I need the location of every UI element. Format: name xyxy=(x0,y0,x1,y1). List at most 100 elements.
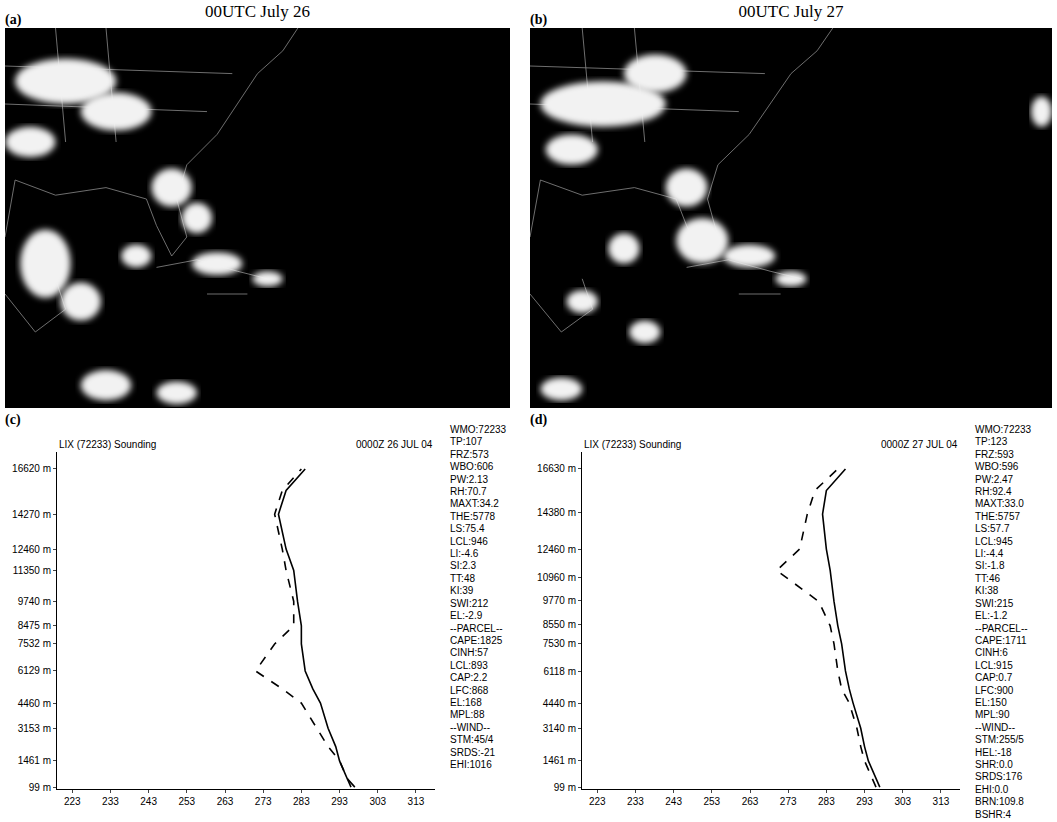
svg-text:8550 m: 8550 m xyxy=(543,619,576,630)
svg-text:253: 253 xyxy=(703,796,720,807)
html-text:WBO:606: WBO:606 xyxy=(450,461,494,473)
html-text:WBO:596: WBO:596 xyxy=(975,461,1019,473)
svg-text:14380 m: 14380 m xyxy=(537,507,576,518)
svg-text:253: 253 xyxy=(178,796,195,807)
html-text:(b): (b) xyxy=(530,12,548,27)
html-text:00UTC July 26: 00UTC July 26 xyxy=(205,2,310,21)
html-text:LFC:868: LFC:868 xyxy=(450,684,489,696)
svg-text:273: 273 xyxy=(255,796,272,807)
html-text:TT:48: TT:48 xyxy=(450,572,475,584)
svg-text:16630 m: 16630 m xyxy=(537,463,576,474)
svg-text:4460 m: 4460 m xyxy=(18,698,51,709)
svg-text:99 m: 99 m xyxy=(29,782,51,793)
svg-text:3140 m: 3140 m xyxy=(543,723,576,734)
html-text:LCL:893: LCL:893 xyxy=(450,659,488,671)
html-text:EL:-1.2: EL:-1.2 xyxy=(975,610,1008,622)
html-text:KI:38: KI:38 xyxy=(975,585,999,597)
svg-text:LIX (72233) Sounding: LIX (72233) Sounding xyxy=(584,439,681,450)
svg-text:303: 303 xyxy=(894,796,911,807)
svg-text:11350 m: 11350 m xyxy=(13,565,51,576)
svg-text:263: 263 xyxy=(742,796,759,807)
html-text:PW:2.13: PW:2.13 xyxy=(450,473,489,485)
svg-text:6129 m: 6129 m xyxy=(18,665,51,676)
html-text:LCL:946: LCL:946 xyxy=(450,535,488,547)
svg-text:99 m: 99 m xyxy=(554,782,576,793)
html-text:SRDS:-21: SRDS:-21 xyxy=(450,746,495,758)
html-text:CINH:6: CINH:6 xyxy=(975,647,1008,659)
svg-text:283: 283 xyxy=(818,796,835,807)
html-text:00UTC July 27: 00UTC July 27 xyxy=(738,2,844,21)
html-text:LI:-4.6: LI:-4.6 xyxy=(450,548,479,560)
svg-text:LIX (72233) Sounding: LIX (72233) Sounding xyxy=(59,439,156,450)
svg-text:9740 m: 9740 m xyxy=(18,596,51,607)
html-text:THE:5757: THE:5757 xyxy=(975,510,1020,522)
svg-text:1461 m: 1461 m xyxy=(18,755,51,766)
svg-text:293: 293 xyxy=(856,796,873,807)
html-text:SWI:212: SWI:212 xyxy=(450,597,489,609)
svg-text:6118 m: 6118 m xyxy=(543,666,576,677)
html-text:EL:150: EL:150 xyxy=(975,696,1007,708)
html-text:FRZ:573: FRZ:573 xyxy=(450,448,489,460)
html-text:CAP:0.7: CAP:0.7 xyxy=(975,672,1013,684)
svg-text:263: 263 xyxy=(217,796,234,807)
html-text:--PARCEL--: --PARCEL-- xyxy=(975,622,1028,634)
svg-text:7530 m: 7530 m xyxy=(543,638,576,649)
html-text:MPL:88: MPL:88 xyxy=(450,709,485,721)
html-text:LS:57.7: LS:57.7 xyxy=(975,523,1010,535)
svg-text:16620 m: 16620 m xyxy=(12,463,51,474)
html-text:TP:123: TP:123 xyxy=(975,436,1008,448)
html-text:EL:-2.9: EL:-2.9 xyxy=(450,610,483,622)
html-text:TP:107: TP:107 xyxy=(450,436,483,448)
svg-text:313: 313 xyxy=(933,796,950,807)
svg-text:303: 303 xyxy=(369,796,386,807)
html-text:LCL:945: LCL:945 xyxy=(975,535,1013,547)
html-text:(a): (a) xyxy=(5,12,22,27)
svg-text:283: 283 xyxy=(293,796,310,807)
html-text:FRZ:593: FRZ:593 xyxy=(975,448,1014,460)
html-text:--WIND--: --WIND-- xyxy=(450,721,490,733)
html-text:PW:2.47: PW:2.47 xyxy=(975,473,1014,485)
svg-text:8475 m: 8475 m xyxy=(18,620,51,631)
svg-text:243: 243 xyxy=(140,796,157,807)
svg-text:0000Z 26 JUL 04: 0000Z 26 JUL 04 xyxy=(356,439,433,450)
svg-text:10960 m: 10960 m xyxy=(537,572,576,583)
svg-text:233: 233 xyxy=(627,796,644,807)
html-text:LFC:900: LFC:900 xyxy=(975,684,1014,696)
html-text:--PARCEL--: --PARCEL-- xyxy=(450,622,503,634)
html-text:(c): (c) xyxy=(5,412,21,427)
svg-text:223: 223 xyxy=(64,796,81,807)
svg-text:12460 m: 12460 m xyxy=(12,544,51,555)
html-text:CAP:2.2: CAP:2.2 xyxy=(450,672,488,684)
html-text:EL:168: EL:168 xyxy=(450,696,482,708)
html-text:SI:2.3: SI:2.3 xyxy=(450,560,477,572)
html-text:CAPE:1825: CAPE:1825 xyxy=(450,634,503,646)
svg-text:313: 313 xyxy=(408,796,425,807)
svg-text:293: 293 xyxy=(331,796,348,807)
html-text:CAPE:1711: CAPE:1711 xyxy=(975,634,1027,646)
svg-text:14270 m: 14270 m xyxy=(12,509,51,520)
html-text:LS:75.4: LS:75.4 xyxy=(450,523,485,535)
svg-text:3153 m: 3153 m xyxy=(18,723,51,734)
svg-text:223: 223 xyxy=(589,796,606,807)
svg-text:12460 m: 12460 m xyxy=(537,544,576,555)
html-text:CINH:57: CINH:57 xyxy=(450,647,489,659)
html-text:MAXT:34.2: MAXT:34.2 xyxy=(450,498,499,510)
svg-text:9770 m: 9770 m xyxy=(543,595,576,606)
svg-text:243: 243 xyxy=(665,796,682,807)
svg-text:233: 233 xyxy=(102,796,119,807)
svg-text:4440 m: 4440 m xyxy=(543,698,576,709)
html-text:(d): (d) xyxy=(530,412,548,427)
html-text:THE:5778: THE:5778 xyxy=(450,510,495,522)
svg-text:0000Z 27 JUL 04: 0000Z 27 JUL 04 xyxy=(881,439,958,450)
html-text:STM:45/4: STM:45/4 xyxy=(450,734,494,746)
svg-text:1461 m: 1461 m xyxy=(543,755,576,766)
svg-text:7532 m: 7532 m xyxy=(18,638,51,649)
html-text:MAXT:33.0: MAXT:33.0 xyxy=(975,498,1024,510)
svg-text:273: 273 xyxy=(780,796,797,807)
html-text:SWI:215: SWI:215 xyxy=(975,597,1014,609)
html-text:SI:-1.8: SI:-1.8 xyxy=(975,560,1005,572)
html-text:TT:46: TT:46 xyxy=(975,572,1000,584)
html-text:KI:39: KI:39 xyxy=(450,585,474,597)
html-text:LCL:915: LCL:915 xyxy=(975,659,1013,671)
html-text:LI:-4.4: LI:-4.4 xyxy=(975,548,1004,560)
